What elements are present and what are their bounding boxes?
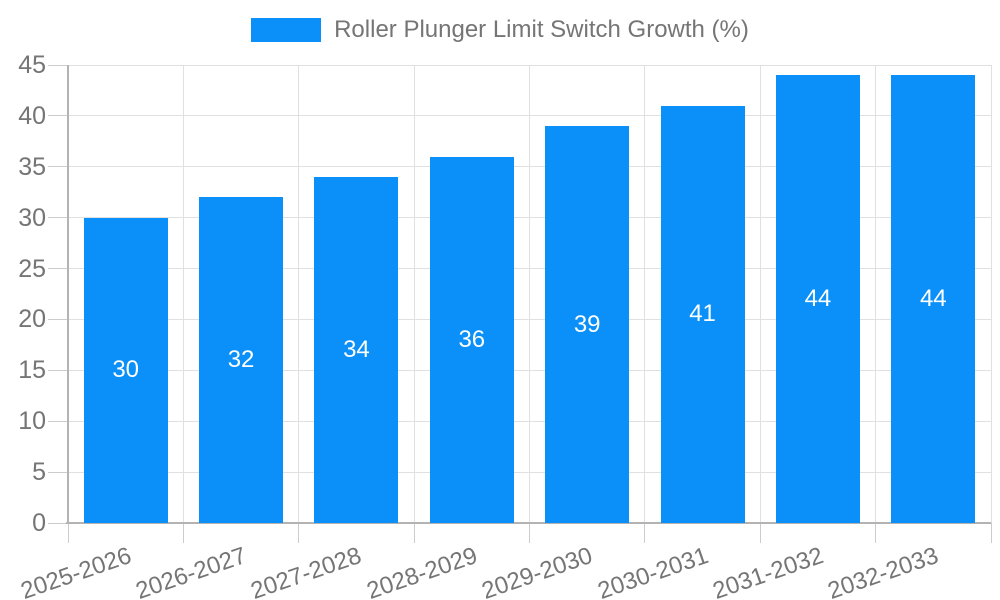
legend-swatch — [251, 18, 322, 42]
y-axis-label: 35 — [18, 152, 46, 181]
gridline — [644, 65, 646, 523]
bar: 41 — [660, 105, 745, 523]
x-axis-line — [66, 522, 991, 524]
y-axis-tick — [48, 369, 68, 371]
x-axis-tick — [875, 523, 877, 543]
bar-value-label: 34 — [343, 335, 370, 363]
y-axis-label: 0 — [32, 509, 46, 537]
gridline — [182, 65, 184, 523]
y-axis-tick — [48, 268, 68, 270]
y-axis-label: 40 — [18, 101, 46, 130]
gridline — [990, 65, 992, 523]
y-axis-tick — [48, 115, 68, 117]
bar-value-label: 30 — [112, 356, 140, 384]
x-axis-tick — [182, 523, 184, 543]
gridline — [413, 65, 415, 523]
y-axis-line — [67, 65, 69, 523]
chart-title: Roller Plunger Limit Switch Growth (%) — [334, 16, 749, 43]
y-axis-tick — [48, 318, 68, 320]
bar-value-label: 36 — [458, 325, 486, 353]
gridline — [298, 65, 300, 523]
y-axis-label: 30 — [18, 203, 46, 232]
x-axis-tick — [413, 523, 415, 543]
legend: Roller Plunger Limit Switch Growth (%) — [0, 16, 1000, 44]
y-axis-tick — [48, 217, 68, 219]
x-axis-tick — [644, 523, 646, 543]
x-axis-tick — [298, 523, 300, 543]
y-axis-label: 10 — [18, 407, 46, 436]
y-axis-tick — [48, 64, 68, 66]
bar-value-label: 41 — [689, 300, 716, 328]
bar-value-label: 44 — [919, 285, 947, 313]
x-axis-tick — [529, 523, 530, 543]
bar: 39 — [545, 126, 630, 523]
gridline — [759, 65, 761, 523]
bar: 30 — [83, 217, 168, 523]
bar-value-label: 39 — [573, 310, 601, 338]
y-axis-label: 15 — [18, 356, 46, 385]
y-axis-tick — [48, 522, 68, 524]
bar-value-label: 44 — [804, 285, 832, 313]
plot-area: 0 5 10 15 20 25 30 35 40 45 30 32 34 36 39 41 44 44 2025-2… — [17, 51, 992, 600]
bar: 36 — [429, 156, 514, 523]
x-axis-tick — [990, 523, 992, 543]
y-axis-tick — [48, 471, 68, 473]
y-axis-label: 20 — [18, 305, 46, 334]
bar: 34 — [314, 176, 399, 523]
bar: 44 — [775, 75, 860, 523]
bar: 44 — [891, 75, 976, 523]
y-axis-label: 25 — [18, 254, 46, 283]
bar: 32 — [199, 197, 284, 523]
y-axis-tick — [48, 420, 68, 422]
gridline — [875, 65, 877, 523]
y-axis-label: 5 — [32, 458, 46, 487]
x-axis-tick — [759, 523, 761, 543]
x-axis-tick — [67, 523, 69, 543]
y-axis-tick — [48, 166, 68, 168]
y-axis-label: 45 — [18, 51, 46, 79]
gridline — [529, 65, 530, 523]
bar-value-label: 32 — [227, 346, 255, 374]
